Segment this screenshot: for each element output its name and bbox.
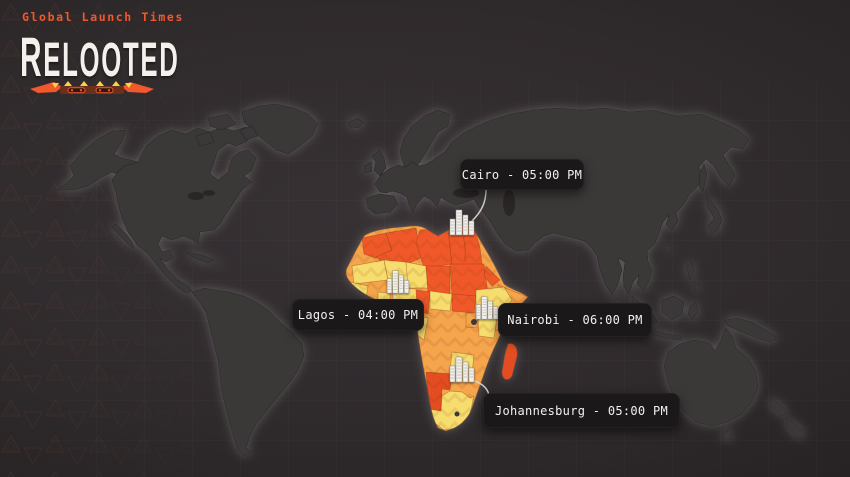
launch-time-label-lagos: Lagos - 04:00 PM <box>292 299 424 331</box>
java <box>651 329 683 341</box>
tasmania <box>721 429 733 441</box>
continents-group <box>57 103 807 457</box>
launch-time-label-johannesburg: Johannesburg - 05:00 PM <box>483 393 680 428</box>
page-title-kicker: Global Launch Times <box>22 10 184 24</box>
caspian-sea <box>503 190 515 216</box>
connector-cairo <box>471 189 487 222</box>
cuba <box>185 251 215 264</box>
philippines <box>685 261 701 293</box>
taiwan <box>665 245 671 251</box>
borneo <box>661 295 685 321</box>
launch-time-label-nairobi: Nairobi - 06:00 PM <box>498 303 652 337</box>
lake-victoria <box>471 319 477 325</box>
continent-north-america-alaska <box>57 129 139 191</box>
continent-eurasia <box>374 107 750 296</box>
great-lakes <box>188 192 204 200</box>
lesotho <box>454 411 460 417</box>
new-zealand <box>769 397 807 439</box>
iceland <box>347 117 365 129</box>
logo-emblem-ornament <box>30 81 154 94</box>
scandinavia <box>399 109 451 171</box>
iberia <box>365 193 399 215</box>
ireland <box>363 161 373 174</box>
game-logo-wordmark: RELOOTED <box>20 27 180 89</box>
baja-peninsula <box>111 223 135 250</box>
new-guinea <box>723 317 779 343</box>
black-sea <box>453 188 479 198</box>
sakhalin <box>698 163 708 193</box>
brand-header: Global Launch Times RELOOTED <box>0 0 300 110</box>
arctic-islands <box>195 113 259 147</box>
japan <box>705 195 723 235</box>
continent-south-america <box>191 287 305 457</box>
great-britain <box>371 149 387 177</box>
sulawesi <box>687 301 699 321</box>
launch-time-label-cairo: Cairo - 05:00 PM <box>460 159 584 190</box>
continent-australia <box>663 327 759 427</box>
hispaniola <box>216 260 222 266</box>
country-madagascar <box>501 343 518 380</box>
great-lakes-2 <box>203 190 215 196</box>
